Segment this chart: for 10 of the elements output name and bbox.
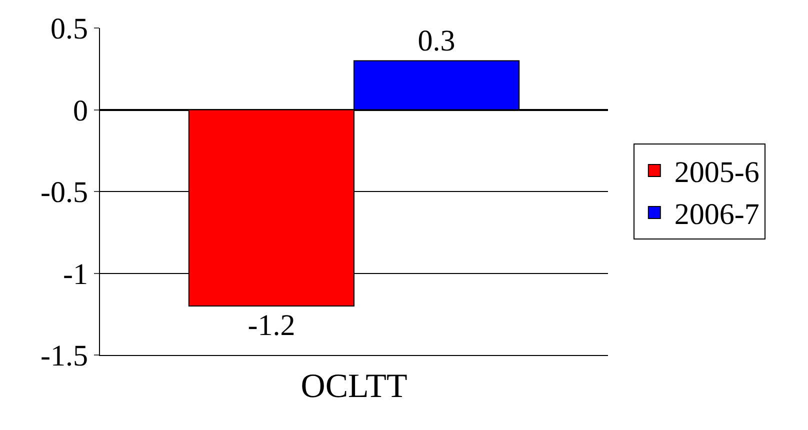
y-tick-label: -1.5 xyxy=(40,340,88,372)
x-tick-label: OCLTT xyxy=(300,368,408,405)
y-tick-label: 0.5 xyxy=(50,12,88,46)
y-tick-label: -1 xyxy=(63,258,88,291)
legend-label: 2005-6 xyxy=(674,156,760,190)
legend-label: 2006-7 xyxy=(674,198,760,232)
y-tick-label: 0 xyxy=(73,94,88,128)
data-label: 0.3 xyxy=(418,24,456,58)
data-label: -1.2 xyxy=(248,308,296,342)
y-tick-label: -0.5 xyxy=(40,176,88,209)
